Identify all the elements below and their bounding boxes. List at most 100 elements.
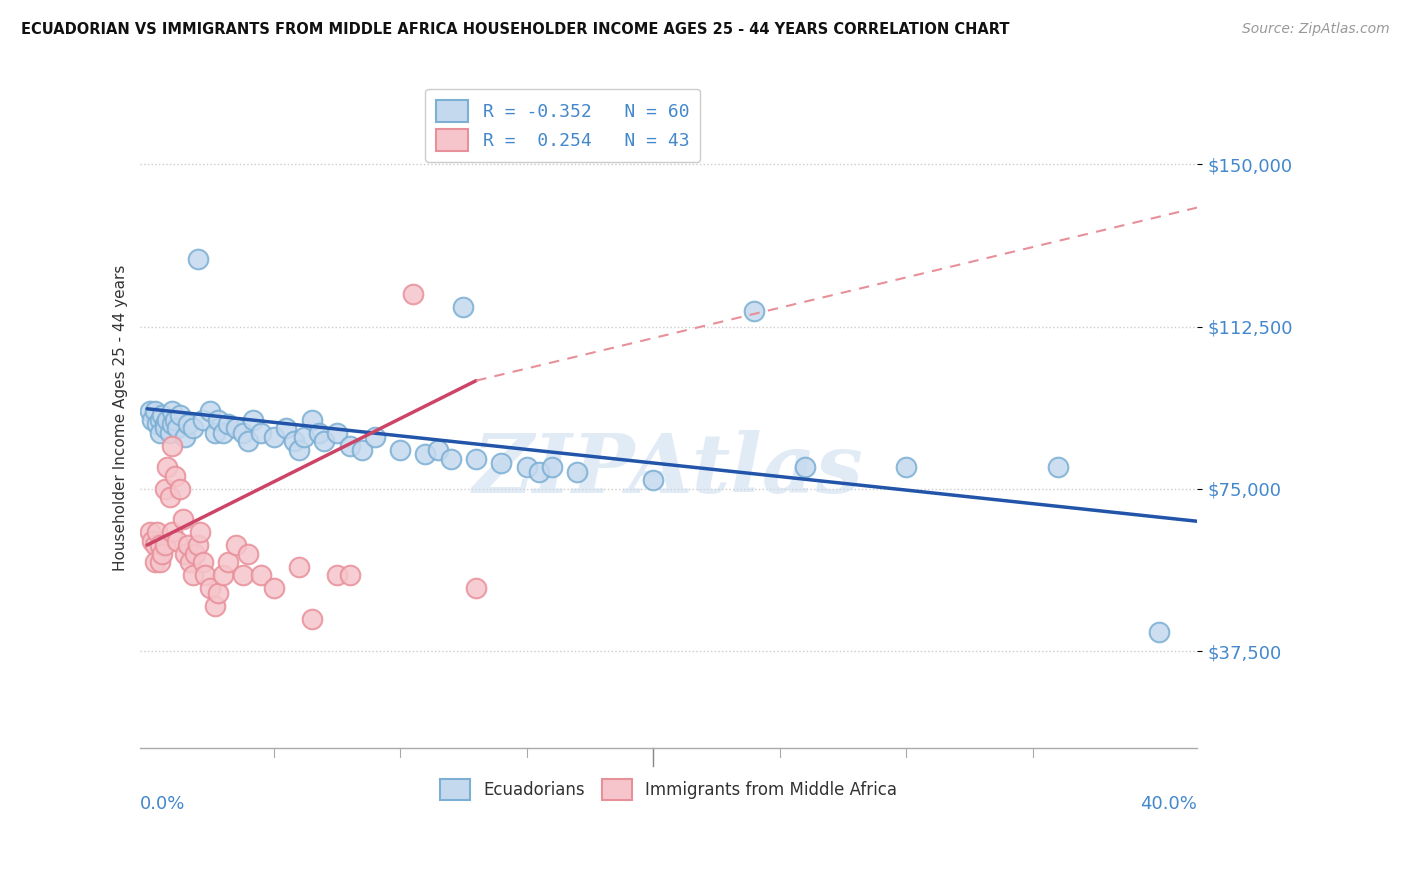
Point bbox=[389, 442, 412, 457]
Text: ECUADORIAN VS IMMIGRANTS FROM MIDDLE AFRICA HOUSEHOLDER INCOME AGES 25 - 44 YEAR: ECUADORIAN VS IMMIGRANTS FROM MIDDLE AFR… bbox=[21, 22, 1010, 37]
Point bbox=[149, 425, 172, 440]
Point bbox=[301, 612, 323, 626]
Point bbox=[207, 585, 229, 599]
Point bbox=[191, 412, 214, 426]
Point bbox=[301, 412, 323, 426]
Point bbox=[162, 525, 184, 540]
Point bbox=[153, 482, 176, 496]
Point bbox=[212, 425, 235, 440]
Point bbox=[141, 533, 163, 548]
Point bbox=[179, 555, 201, 569]
Point bbox=[541, 460, 564, 475]
Point bbox=[204, 425, 226, 440]
Point bbox=[153, 538, 176, 552]
Point bbox=[207, 412, 229, 426]
Point bbox=[238, 547, 260, 561]
Point bbox=[163, 412, 186, 426]
Point bbox=[364, 430, 387, 444]
Point bbox=[162, 438, 184, 452]
Point bbox=[159, 425, 181, 440]
Point bbox=[181, 568, 204, 582]
Point bbox=[276, 421, 298, 435]
Point bbox=[181, 421, 204, 435]
Point bbox=[188, 525, 211, 540]
Point bbox=[465, 582, 488, 596]
Point bbox=[156, 412, 179, 426]
Point bbox=[314, 434, 336, 449]
Point bbox=[166, 533, 188, 548]
Point bbox=[174, 547, 197, 561]
Point bbox=[176, 417, 198, 431]
Text: 0.0%: 0.0% bbox=[139, 795, 186, 813]
Point bbox=[567, 465, 589, 479]
Point bbox=[339, 438, 361, 452]
Point bbox=[1149, 624, 1171, 639]
Point bbox=[187, 538, 209, 552]
Point bbox=[149, 538, 172, 552]
Point bbox=[159, 491, 181, 505]
Point bbox=[187, 252, 209, 267]
Point bbox=[163, 468, 186, 483]
Point bbox=[176, 538, 198, 552]
Point bbox=[162, 417, 184, 431]
Point bbox=[1047, 460, 1070, 475]
Point bbox=[529, 465, 551, 479]
Point bbox=[292, 430, 315, 444]
Point bbox=[225, 538, 247, 552]
Point bbox=[191, 555, 214, 569]
Point bbox=[242, 412, 264, 426]
Point bbox=[225, 421, 247, 435]
Point bbox=[141, 412, 163, 426]
Point bbox=[744, 304, 766, 318]
Point bbox=[184, 547, 207, 561]
Point bbox=[143, 404, 166, 418]
Point bbox=[263, 430, 285, 444]
Point bbox=[138, 404, 160, 418]
Point bbox=[339, 568, 361, 582]
Point bbox=[440, 451, 463, 466]
Point bbox=[212, 568, 235, 582]
Point bbox=[491, 456, 513, 470]
Point bbox=[166, 421, 188, 435]
Point bbox=[153, 417, 176, 431]
Point bbox=[146, 417, 169, 431]
Point bbox=[169, 409, 191, 423]
Point bbox=[232, 425, 254, 440]
Point bbox=[143, 555, 166, 569]
Point bbox=[427, 442, 450, 457]
Legend: Ecuadorians, Immigrants from Middle Africa: Ecuadorians, Immigrants from Middle Afri… bbox=[433, 772, 904, 806]
Text: ZIPAtlas: ZIPAtlas bbox=[472, 431, 863, 510]
Point bbox=[162, 404, 184, 418]
Point bbox=[149, 412, 172, 426]
Point bbox=[232, 568, 254, 582]
Point bbox=[204, 599, 226, 613]
Point bbox=[150, 409, 173, 423]
Point bbox=[326, 568, 349, 582]
Point bbox=[453, 300, 475, 314]
Point bbox=[326, 425, 349, 440]
Point bbox=[288, 559, 311, 574]
Point bbox=[200, 404, 222, 418]
Point bbox=[352, 442, 374, 457]
Point bbox=[465, 451, 488, 466]
Point bbox=[308, 425, 330, 440]
Point bbox=[153, 421, 176, 435]
Point bbox=[146, 525, 169, 540]
Point bbox=[149, 555, 172, 569]
Point bbox=[402, 287, 425, 301]
Y-axis label: Householder Income Ages 25 - 44 years: Householder Income Ages 25 - 44 years bbox=[114, 264, 128, 571]
Point bbox=[156, 460, 179, 475]
Point bbox=[150, 547, 173, 561]
Point bbox=[643, 473, 665, 487]
Point bbox=[288, 442, 311, 457]
Point bbox=[217, 555, 239, 569]
Point bbox=[263, 582, 285, 596]
Text: 40.0%: 40.0% bbox=[1140, 795, 1198, 813]
Point bbox=[217, 417, 239, 431]
Point bbox=[896, 460, 918, 475]
Point bbox=[172, 512, 194, 526]
Point bbox=[238, 434, 260, 449]
Point bbox=[200, 582, 222, 596]
Point bbox=[794, 460, 817, 475]
Point bbox=[250, 425, 273, 440]
